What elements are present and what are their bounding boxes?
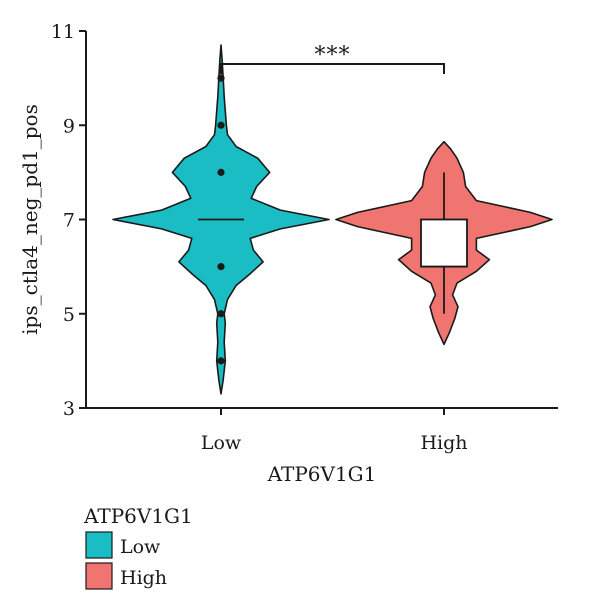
y-tick-label: 7 bbox=[63, 210, 75, 232]
box-group bbox=[198, 172, 468, 314]
outlier-group bbox=[217, 74, 225, 365]
y-tick-label: 9 bbox=[63, 115, 75, 137]
legend-label-high: High bbox=[120, 567, 167, 589]
significance-label: *** bbox=[315, 43, 351, 68]
outlier-point-low bbox=[217, 263, 225, 271]
outlier-point-low bbox=[217, 310, 225, 318]
significance-bracket: *** bbox=[220, 43, 445, 74]
axes: 3 5 7 9 11 Low High bbox=[51, 21, 558, 454]
y-ticks: 3 5 7 9 11 bbox=[51, 21, 86, 420]
legend-swatch-low bbox=[85, 531, 113, 559]
legend-label-low: Low bbox=[120, 536, 161, 558]
y-tick-label: 11 bbox=[51, 21, 75, 43]
y-tick-label: 3 bbox=[63, 398, 75, 420]
x-tick-label-high: High bbox=[420, 432, 467, 454]
significance-bracket-line bbox=[220, 62, 445, 74]
legend-title: ATP6V1G1 bbox=[83, 504, 193, 528]
legend-swatch-high bbox=[85, 562, 113, 590]
outlier-point-low bbox=[217, 74, 225, 82]
y-tick-label: 5 bbox=[63, 304, 75, 326]
violin-group bbox=[112, 44, 553, 395]
outlier-point-low bbox=[217, 357, 225, 365]
x-tick-label-low: Low bbox=[201, 432, 242, 454]
outlier-point-low bbox=[217, 168, 225, 176]
box-high bbox=[420, 218, 468, 268]
legend: ATP6V1G1 Low High bbox=[83, 504, 193, 590]
y-axis-title: ips_ctla4_neg_pd1_pos bbox=[18, 104, 42, 335]
x-ticks: Low High bbox=[201, 408, 468, 454]
outlier-point-low bbox=[217, 121, 225, 129]
x-axis-title: ATP6V1G1 bbox=[267, 462, 377, 486]
